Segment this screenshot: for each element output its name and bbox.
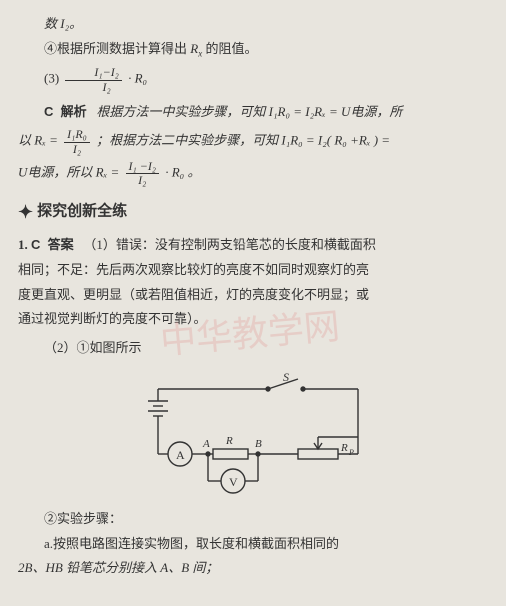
star-icon: ✦ xyxy=(18,202,33,222)
analysis-line2: 以 Rₓ = I₁R₀ I₂ ；根据方法二中实验步骤，可知 I₁R₀ = I₂(… xyxy=(18,128,488,155)
section-header: ✦探究创新全练 xyxy=(18,195,488,229)
q1-badge: C xyxy=(31,237,40,252)
svg-text:R: R xyxy=(225,435,233,447)
q1-part2-label: （2）①如图所示 xyxy=(18,336,488,361)
analysis-line3: U电源，所以 Rₓ = I₁ −I₂ I₂ · R₀ 。 xyxy=(18,160,488,187)
svg-text:A: A xyxy=(176,448,185,462)
q1-answer-line4: 通过视觉判断灯的亮度不可靠）。 xyxy=(18,307,488,332)
analysis-block: C 解析 根据方法一中实验步骤，可知 I₁R₀ = I₂Rₓ = U电源，所 xyxy=(18,100,488,125)
q1-step-a2: 2B、HB 铅笔芯分别接入 A、B 间； xyxy=(18,556,488,581)
q1-answer-line3: 度更直观、更明显（或若阻值相近，灯的亮度变化不明显；或 xyxy=(18,283,488,308)
circuit-diagram: S A A R B xyxy=(18,369,488,499)
equation-3: (3) I₁−I₂ I₂ · R₀ xyxy=(18,66,488,93)
q1-answer-line1: 1. C 答案 （1）错误：没有控制两支铅笔芯的长度和横截面积 xyxy=(18,233,488,258)
line-step4: ④根据所测数据计算得出 Rx 的阻值。 xyxy=(18,37,488,63)
q1-step-a: a.按照电路图连接实物图，取长度和横截面积相同的 xyxy=(18,532,488,557)
q1-steps-label: ②实验步骤： xyxy=(18,507,488,532)
svg-text:P: P xyxy=(348,448,354,457)
svg-text:A: A xyxy=(202,438,210,450)
svg-text:S: S xyxy=(283,370,289,384)
svg-text:B: B xyxy=(255,438,262,450)
analysis-badge: C xyxy=(44,104,53,119)
svg-text:V: V xyxy=(229,475,238,489)
line-shu-i2: 数 I₂。 xyxy=(18,12,488,37)
svg-text:R: R xyxy=(340,442,348,454)
q1-answer-line2: 相同；不足：先后两次观察比较灯的亮度不如同时观察灯的亮 xyxy=(18,258,488,283)
